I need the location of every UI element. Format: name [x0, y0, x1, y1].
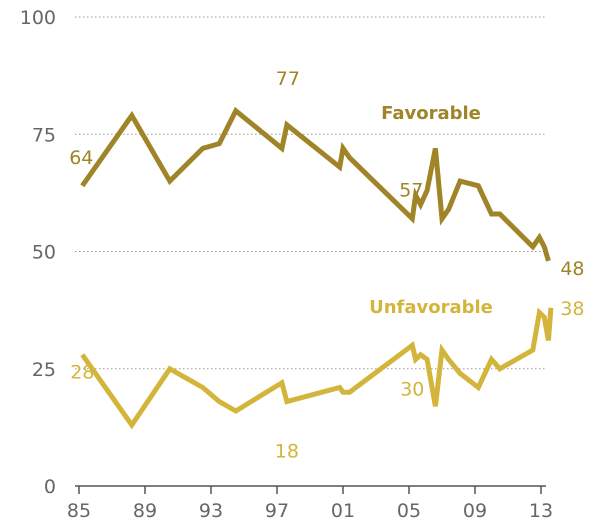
- data-label-favorable: 77: [276, 68, 300, 90]
- series-line-favorable: [80, 106, 551, 262]
- data-label-unfavorable: 38: [560, 298, 584, 320]
- x-tick-label: 05: [397, 500, 421, 522]
- x-tick-label: 01: [331, 500, 355, 522]
- y-tick-label: 75: [32, 124, 56, 146]
- x-tick-label: 89: [133, 500, 157, 522]
- series-line-unfavorable-end: [545, 307, 554, 341]
- data-label-unfavorable: 18: [275, 441, 299, 463]
- x-tick-label: 09: [463, 500, 487, 522]
- data-label-unfavorable: 30: [400, 378, 424, 400]
- gridlines: [75, 16, 546, 487]
- data-labels: Favorable Unfavorable 64 77 57 48 28 18 30 38: [69, 68, 584, 463]
- data-label-favorable: 48: [560, 258, 584, 280]
- series-line-unfavorable: [80, 307, 551, 430]
- series-label-unfavorable: Unfavorable: [369, 297, 493, 318]
- data-label-favorable: 57: [399, 180, 423, 202]
- x-tick-label: 93: [199, 500, 223, 522]
- series-label-favorable: Favorable: [381, 103, 481, 124]
- y-tick-label: 50: [32, 242, 56, 264]
- y-tick-label: 100: [20, 7, 56, 29]
- y-axis-ticks: 0 25 50 75 100: [20, 7, 56, 498]
- y-tick-label: 0: [44, 476, 56, 498]
- y-tick-label: 25: [32, 359, 56, 381]
- x-tick-label: 85: [67, 500, 91, 522]
- x-tick-label: 97: [265, 500, 289, 522]
- x-tick-label: 13: [529, 500, 553, 522]
- x-axis-ticks: 85 89 93 97 01 05 09 13: [67, 486, 553, 522]
- data-label-unfavorable: 28: [70, 362, 94, 384]
- series-lines: [80, 106, 554, 430]
- data-label-favorable: 64: [69, 147, 93, 169]
